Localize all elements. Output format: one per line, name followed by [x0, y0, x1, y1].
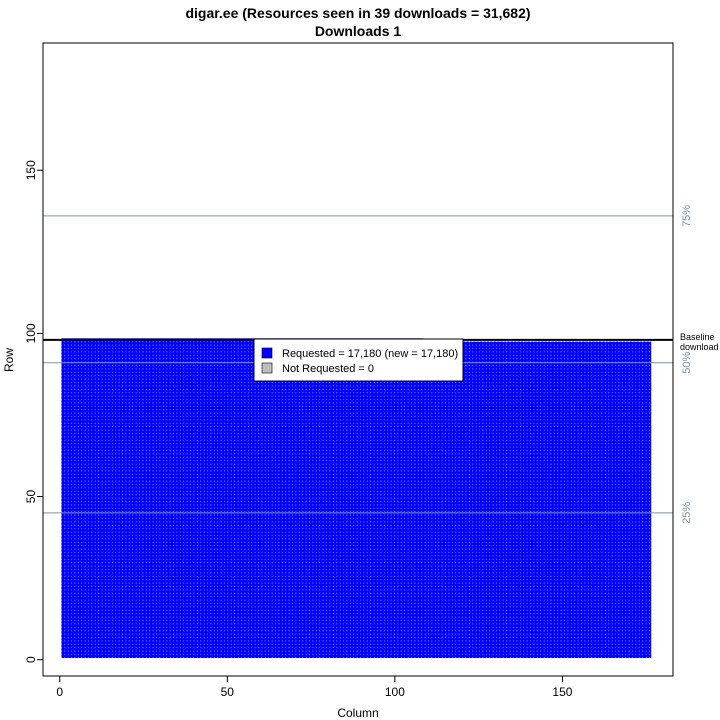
- y-tick-label: 150: [24, 160, 38, 180]
- legend-swatch-requested: [261, 347, 273, 359]
- x-tick-label: 150: [552, 685, 572, 699]
- legend: Requested = 17,180 (new = 17,180) Not Re…: [253, 338, 464, 382]
- x-tick-label: 100: [385, 685, 405, 699]
- x-axis-title: Column: [337, 706, 378, 720]
- x-axis: 0 50 100 150: [56, 675, 573, 699]
- requested-cells-block: [61, 341, 652, 659]
- x-tick-label: 0: [56, 685, 63, 699]
- y-tick-label: 50: [24, 490, 38, 504]
- legend-box: [253, 338, 464, 382]
- percentile-label: 25%: [681, 502, 693, 524]
- baseline-label: Baseline: [680, 332, 715, 342]
- baseline-label: download: [680, 342, 719, 352]
- percentile-label: 50%: [681, 352, 693, 374]
- y-axis: 0 50 100 150: [24, 160, 44, 663]
- chart-subtitle: Downloads 1: [315, 23, 402, 39]
- legend-label-not-requested: Not Requested = 0: [282, 363, 374, 375]
- percentile-lines: 25% 50% 75%: [43, 205, 693, 524]
- y-tick-label: 100: [24, 323, 38, 343]
- requested-cells: [61, 338, 652, 659]
- chart-title: digar.ee (Resources seen in 39 downloads…: [185, 5, 530, 21]
- x-tick-label: 50: [221, 685, 235, 699]
- y-axis-title: Row: [2, 348, 16, 372]
- legend-label-requested: Requested = 17,180 (new = 17,180): [282, 348, 458, 360]
- legend-swatch-not-requested: [261, 362, 273, 374]
- y-tick-label: 0: [24, 656, 38, 663]
- percentile-label: 75%: [681, 205, 693, 227]
